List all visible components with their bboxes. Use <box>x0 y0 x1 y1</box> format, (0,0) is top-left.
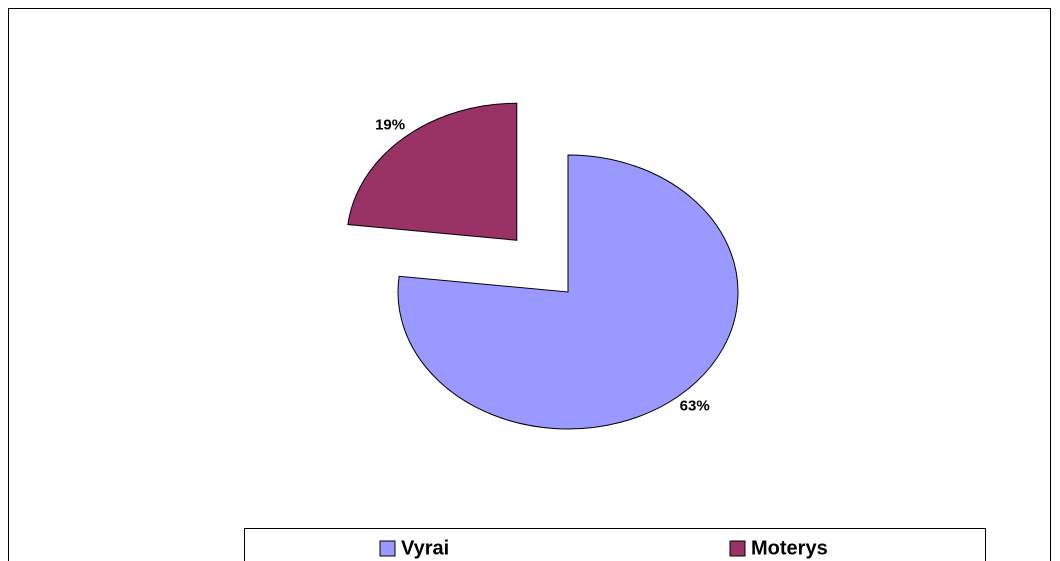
pie-slice <box>347 102 518 241</box>
legend-label: Vyrai <box>401 537 449 559</box>
data-label: 19% <box>375 117 405 134</box>
data-label: 63% <box>680 398 710 415</box>
pie: 63% 19% <box>347 102 739 430</box>
legend-swatch <box>379 540 396 557</box>
legend: Vyrai Moterys <box>244 528 986 561</box>
pie-slice <box>397 154 739 430</box>
legend-label: Moterys <box>751 537 828 559</box>
legend-swatch <box>729 540 746 557</box>
legend-box <box>244 528 986 561</box>
chart-frame <box>8 8 1051 561</box>
